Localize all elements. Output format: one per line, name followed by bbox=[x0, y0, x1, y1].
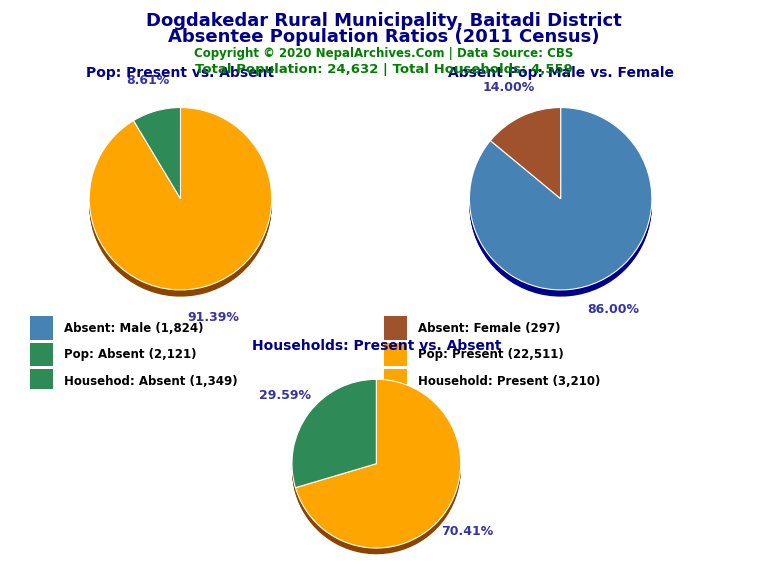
Wedge shape bbox=[491, 112, 561, 203]
Wedge shape bbox=[296, 385, 461, 554]
Bar bbox=[384, 316, 407, 340]
Text: 91.39%: 91.39% bbox=[187, 310, 240, 324]
Wedge shape bbox=[134, 112, 180, 203]
Text: 14.00%: 14.00% bbox=[482, 81, 535, 94]
Text: Dogdakedar Rural Municipality, Baitadi District: Dogdakedar Rural Municipality, Baitadi D… bbox=[146, 12, 622, 29]
Wedge shape bbox=[469, 114, 652, 297]
Wedge shape bbox=[89, 112, 272, 295]
Wedge shape bbox=[292, 382, 376, 491]
Wedge shape bbox=[296, 382, 461, 551]
Wedge shape bbox=[134, 108, 180, 199]
Wedge shape bbox=[89, 110, 272, 293]
Wedge shape bbox=[296, 382, 461, 551]
Bar bbox=[30, 343, 53, 366]
Wedge shape bbox=[491, 108, 561, 199]
Wedge shape bbox=[89, 112, 272, 294]
Title: Absent Pop: Male vs. Female: Absent Pop: Male vs. Female bbox=[448, 66, 674, 79]
Wedge shape bbox=[491, 113, 561, 204]
Wedge shape bbox=[469, 110, 652, 293]
Wedge shape bbox=[296, 383, 461, 552]
Wedge shape bbox=[491, 111, 561, 202]
Wedge shape bbox=[469, 111, 652, 293]
Title: Households: Present vs. Absent: Households: Present vs. Absent bbox=[252, 339, 501, 353]
Wedge shape bbox=[134, 109, 180, 200]
Wedge shape bbox=[296, 384, 461, 553]
Wedge shape bbox=[134, 111, 180, 202]
Text: Absent: Male (1,824): Absent: Male (1,824) bbox=[65, 321, 204, 335]
Text: Total Population: 24,632 | Total Households: 4,559: Total Population: 24,632 | Total Househo… bbox=[195, 63, 573, 77]
Text: Household: Present (3,210): Household: Present (3,210) bbox=[418, 374, 601, 388]
Wedge shape bbox=[296, 380, 461, 549]
Wedge shape bbox=[469, 109, 652, 291]
Wedge shape bbox=[296, 380, 461, 548]
Text: Househod: Absent (1,349): Househod: Absent (1,349) bbox=[65, 374, 238, 388]
Wedge shape bbox=[469, 108, 652, 291]
Text: Pop: Absent (2,121): Pop: Absent (2,121) bbox=[65, 348, 197, 361]
Wedge shape bbox=[134, 113, 180, 204]
Wedge shape bbox=[292, 384, 376, 492]
Bar bbox=[384, 369, 407, 393]
Wedge shape bbox=[292, 380, 376, 488]
Wedge shape bbox=[296, 381, 461, 550]
Wedge shape bbox=[134, 114, 180, 206]
Wedge shape bbox=[292, 385, 376, 494]
Wedge shape bbox=[89, 108, 272, 290]
Wedge shape bbox=[491, 110, 561, 201]
Wedge shape bbox=[89, 108, 272, 291]
Bar bbox=[30, 369, 53, 393]
Wedge shape bbox=[491, 114, 561, 206]
Wedge shape bbox=[491, 109, 561, 200]
Wedge shape bbox=[491, 108, 561, 199]
Wedge shape bbox=[469, 112, 652, 294]
Text: Absent: Female (297): Absent: Female (297) bbox=[418, 321, 561, 335]
Wedge shape bbox=[89, 109, 272, 291]
Text: 86.00%: 86.00% bbox=[587, 304, 639, 316]
Bar bbox=[30, 316, 53, 340]
Bar bbox=[384, 343, 407, 366]
Wedge shape bbox=[296, 385, 461, 554]
Wedge shape bbox=[292, 385, 376, 493]
Wedge shape bbox=[491, 112, 561, 204]
Wedge shape bbox=[469, 113, 652, 296]
Text: 29.59%: 29.59% bbox=[260, 389, 311, 402]
Text: Pop: Present (22,511): Pop: Present (22,511) bbox=[418, 348, 564, 361]
Wedge shape bbox=[134, 112, 180, 204]
Wedge shape bbox=[89, 114, 272, 297]
Wedge shape bbox=[89, 111, 272, 293]
Wedge shape bbox=[469, 112, 652, 295]
Wedge shape bbox=[134, 110, 180, 201]
Wedge shape bbox=[292, 382, 376, 490]
Wedge shape bbox=[134, 108, 180, 199]
Wedge shape bbox=[89, 113, 272, 296]
Text: Copyright © 2020 NepalArchives.Com | Data Source: CBS: Copyright © 2020 NepalArchives.Com | Dat… bbox=[194, 47, 574, 60]
Wedge shape bbox=[292, 380, 376, 488]
Wedge shape bbox=[292, 383, 376, 491]
Text: 70.41%: 70.41% bbox=[442, 525, 494, 538]
Text: 8.61%: 8.61% bbox=[126, 74, 169, 87]
Wedge shape bbox=[292, 381, 376, 489]
Wedge shape bbox=[469, 108, 652, 290]
Text: Absentee Population Ratios (2011 Census): Absentee Population Ratios (2011 Census) bbox=[168, 28, 600, 46]
Title: Pop: Present vs. Absent: Pop: Present vs. Absent bbox=[87, 66, 274, 79]
